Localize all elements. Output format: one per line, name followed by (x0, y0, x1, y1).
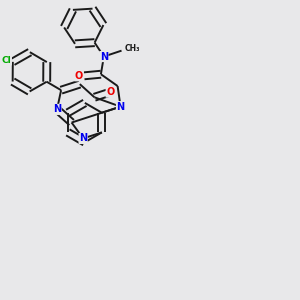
Text: N: N (100, 52, 108, 61)
Text: N: N (53, 104, 61, 114)
Text: N: N (116, 102, 124, 112)
Text: O: O (75, 71, 83, 81)
Text: Cl: Cl (2, 56, 11, 65)
Text: CH₃: CH₃ (125, 44, 140, 53)
Text: O: O (106, 87, 114, 97)
Text: N: N (79, 134, 87, 143)
